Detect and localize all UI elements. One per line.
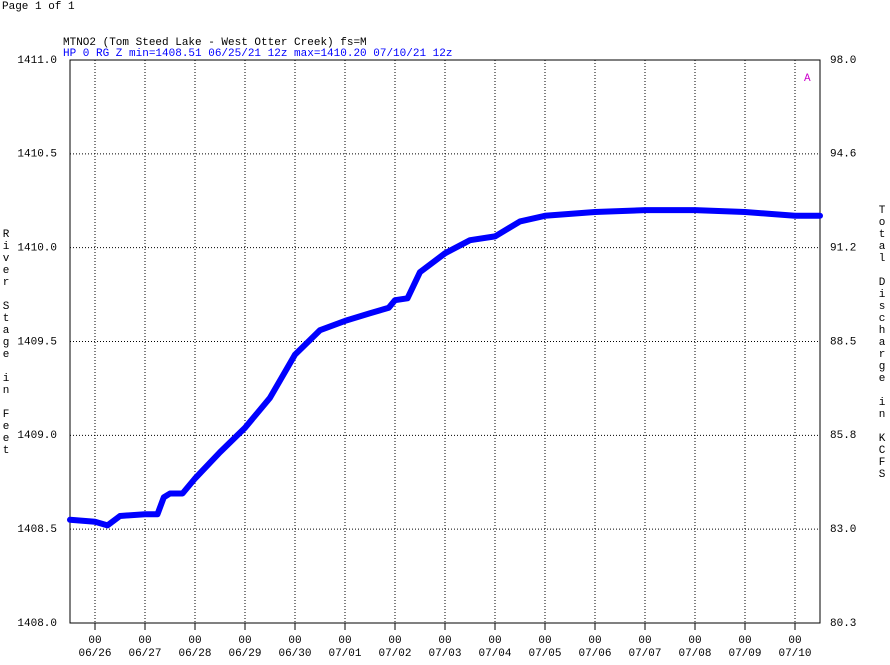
y2-tick-label: 85.8 — [830, 430, 856, 442]
y2-tick-label: 94.6 — [830, 149, 856, 161]
y2-tick-label: 83.0 — [830, 524, 856, 536]
annotation: A — [804, 73, 811, 85]
x-tick-label: 07/05 — [528, 648, 561, 660]
x-tick-hour: 00 — [238, 635, 251, 647]
x-tick-label: 07/07 — [628, 648, 661, 660]
y2-tick-label: 88.5 — [830, 336, 856, 348]
x-tick-hour: 00 — [88, 635, 101, 647]
x-tick-hour: 00 — [588, 635, 601, 647]
x-tick-hour: 00 — [788, 635, 801, 647]
x-tick-label: 07/10 — [778, 648, 811, 660]
x-tick-label: 06/26 — [78, 648, 111, 660]
x-tick-hour: 00 — [438, 635, 451, 647]
x-tick-hour: 00 — [338, 635, 351, 647]
x-tick-label: 07/04 — [478, 648, 511, 660]
x-tick-label: 07/06 — [578, 648, 611, 660]
chart-title: MTNO2 (Tom Steed Lake - West Otter Creek… — [63, 37, 367, 49]
y-tick-label: 1411.0 — [17, 55, 57, 67]
series-line — [67, 207, 823, 529]
y-tick-label: 1409.0 — [17, 430, 57, 442]
x-tick-label: 06/30 — [278, 648, 311, 660]
x-tick-label: 06/29 — [228, 648, 261, 660]
x-tick-hour: 00 — [538, 635, 551, 647]
y-tick-label: 1409.5 — [17, 336, 57, 348]
y-tick-label: 1410.5 — [17, 149, 57, 161]
x-tick-hour: 00 — [138, 635, 151, 647]
x-tick-label: 07/02 — [378, 648, 411, 660]
x-tick-label: 07/08 — [678, 648, 711, 660]
y2-tick-label: 98.0 — [830, 55, 856, 67]
x-tick-hour: 00 — [388, 635, 401, 647]
y2-tick-label: 80.3 — [830, 618, 856, 630]
x-tick-hour: 00 — [738, 635, 751, 647]
y-tick-label: 1408.0 — [17, 618, 57, 630]
y2-tick-label: 91.2 — [830, 243, 856, 255]
x-tick-hour: 00 — [688, 635, 701, 647]
chart-subtitle: HP 0 RG Z min=1408.51 06/25/21 12z max=1… — [63, 48, 452, 60]
x-tick-hour: 00 — [188, 635, 201, 647]
y-tick-label: 1410.0 — [17, 243, 57, 255]
x-tick-hour: 00 — [638, 635, 651, 647]
x-tick-label: 06/27 — [128, 648, 161, 660]
x-tick-hour: 00 — [288, 635, 301, 647]
x-tick-label: 07/09 — [728, 648, 761, 660]
y-tick-label: 1408.5 — [17, 524, 57, 536]
page-label: Page 1 of 1 — [2, 1, 75, 13]
x-tick-label: 07/01 — [328, 648, 361, 660]
x-tick-hour: 00 — [488, 635, 501, 647]
x-tick-label: 07/03 — [428, 648, 461, 660]
x-tick-label: 06/28 — [178, 648, 211, 660]
